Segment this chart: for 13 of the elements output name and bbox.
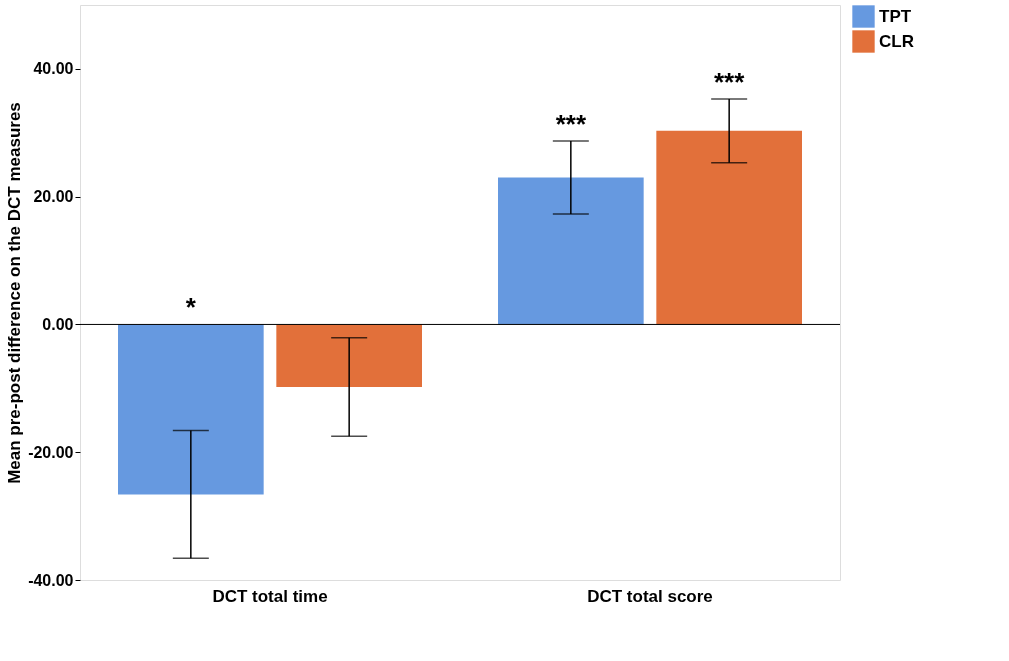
y-tick-label: -40.00 — [28, 571, 74, 589]
y-tick-label: 0.00 — [42, 315, 74, 333]
y-tick-label: 40.00 — [33, 60, 74, 78]
annotation: *** — [555, 109, 587, 140]
y-tick-label: -20.00 — [28, 443, 74, 461]
x-tick-label: DCT total score — [587, 586, 713, 606]
y-tick-label: 20.00 — [33, 188, 74, 206]
legend-label: TPT — [879, 6, 912, 26]
annotation: * — [185, 292, 197, 323]
y-axis-title: Mean pre-post difference on the DCT measures — [5, 102, 25, 484]
annotation: *** — [713, 66, 746, 97]
legend-label: CLR — [879, 31, 914, 51]
x-tick-label: DCT total time — [212, 586, 328, 606]
